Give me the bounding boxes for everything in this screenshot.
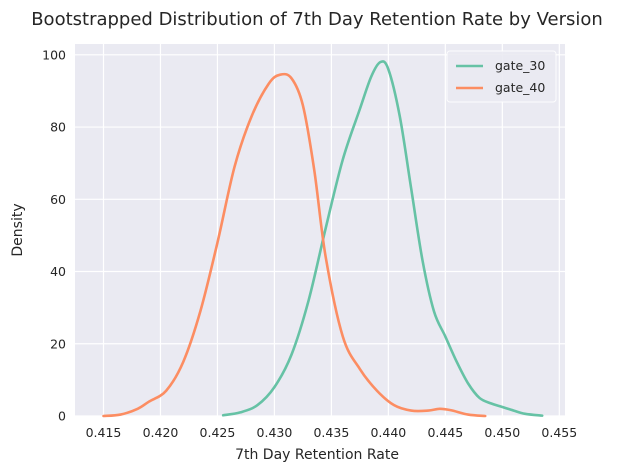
x-tick-label: 0.455: [541, 425, 577, 440]
x-tick-label: 0.450: [484, 425, 520, 440]
y-tick-label: 20: [50, 336, 66, 351]
x-axis-label: 7th Day Retention Rate: [235, 447, 399, 463]
y-tick-label: 0: [58, 409, 66, 424]
y-axis-label: Density: [10, 203, 26, 256]
y-tick-label: 40: [50, 264, 66, 279]
plot-area: [75, 44, 565, 416]
x-tick-label: 0.445: [427, 425, 463, 440]
y-tick-label: 60: [50, 192, 66, 207]
series-lines: [102, 60, 544, 418]
legend-label-gate-30: gate_30: [495, 58, 545, 73]
series-line-gate-40: [102, 72, 487, 418]
x-tick-labels: 0.415 0.420 0.425 0.430 0.435 0.440 0.445 0.450…: [86, 425, 578, 440]
chart-title: Bootstrapped Distribution of 7th Day Ret…: [31, 9, 603, 30]
legend: gate_30 gate_40: [446, 50, 557, 103]
series-line-gate-30: [221, 60, 544, 417]
x-tick-label: 0.430: [257, 425, 293, 440]
y-tick-labels: 0 20 40 60 80 100: [42, 47, 66, 423]
x-tick-label: 0.435: [313, 425, 349, 440]
legend-label-gate-40: gate_40: [495, 80, 545, 95]
y-tick-label: 80: [50, 120, 66, 135]
x-tick-label: 0.420: [143, 425, 179, 440]
y-tick-label: 100: [42, 47, 66, 62]
x-tick-label: 0.415: [86, 425, 122, 440]
x-tick-label: 0.425: [200, 425, 236, 440]
x-tick-label: 0.440: [370, 425, 406, 440]
